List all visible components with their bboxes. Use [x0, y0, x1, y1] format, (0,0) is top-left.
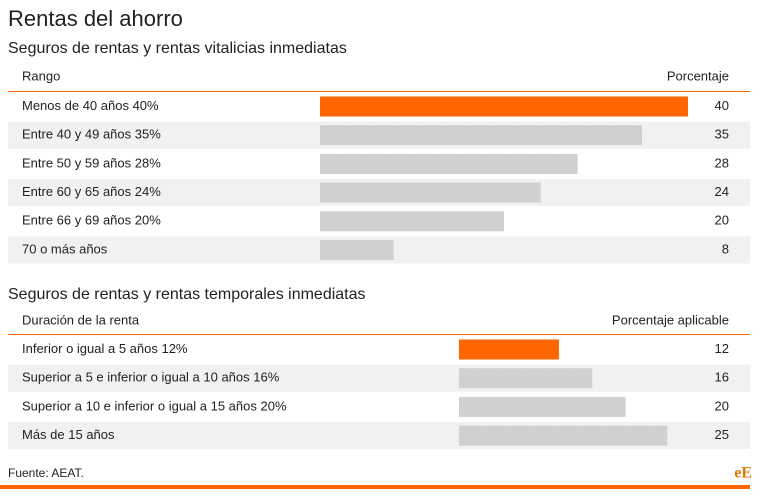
bar [459, 339, 559, 360]
row-label: Entre 50 y 59 años 28% [22, 155, 161, 170]
subtitle: Seguros de rentas y rentas vitalicias in… [8, 40, 347, 57]
column-header: Porcentaje [667, 68, 729, 83]
source: Fuente: AEAT. [8, 466, 84, 480]
row-value: 16 [715, 370, 729, 385]
header-rule [8, 334, 750, 335]
bar-texture [320, 240, 394, 260]
row-value: 35 [715, 127, 729, 142]
bar-texture [459, 425, 668, 446]
row-bg [8, 336, 750, 363]
bar-texture [320, 182, 541, 203]
row-label: 70 o más años [22, 241, 108, 256]
title: Rentas del ahorro [8, 6, 183, 31]
subtitle: Seguros de rentas y rentas temporales in… [8, 286, 366, 303]
bar-texture [459, 368, 593, 389]
row-value: 24 [715, 184, 729, 199]
footer-rule [0, 485, 750, 489]
bar-texture [459, 396, 626, 417]
row-value: 40 [715, 98, 729, 113]
row-label: Más de 15 años [22, 427, 115, 442]
row-value: 20 [715, 213, 729, 228]
row-label: Entre 40 y 49 años 35% [22, 127, 161, 142]
row-value: 12 [715, 341, 729, 356]
bar-texture [320, 153, 578, 174]
column-header: Rango [22, 68, 60, 83]
row-bg [8, 364, 750, 392]
bar [320, 96, 688, 117]
row-label: Superior a 10 e inferior o igual a 15 añ… [22, 398, 287, 413]
row-value: 28 [715, 155, 729, 170]
row-value: 20 [715, 398, 729, 413]
header-rule [8, 91, 750, 92]
bar-texture [320, 125, 642, 146]
row-label: Superior a 5 e inferior o igual a 10 año… [22, 370, 280, 385]
column-header: Duración de la renta [22, 312, 140, 327]
column-header: Porcentaje aplicable [612, 312, 729, 327]
logo: eE [734, 465, 752, 482]
row-value: 25 [715, 427, 729, 442]
row-bg [8, 393, 750, 421]
row-value: 8 [722, 241, 729, 256]
row-label: Entre 66 y 69 años 20% [22, 213, 161, 228]
bar-texture [320, 211, 504, 232]
row-label: Menos de 40 años 40% [22, 98, 159, 113]
row-label: Entre 60 y 65 años 24% [22, 184, 161, 199]
row-label: Inferior o igual a 5 años 12% [22, 341, 188, 356]
